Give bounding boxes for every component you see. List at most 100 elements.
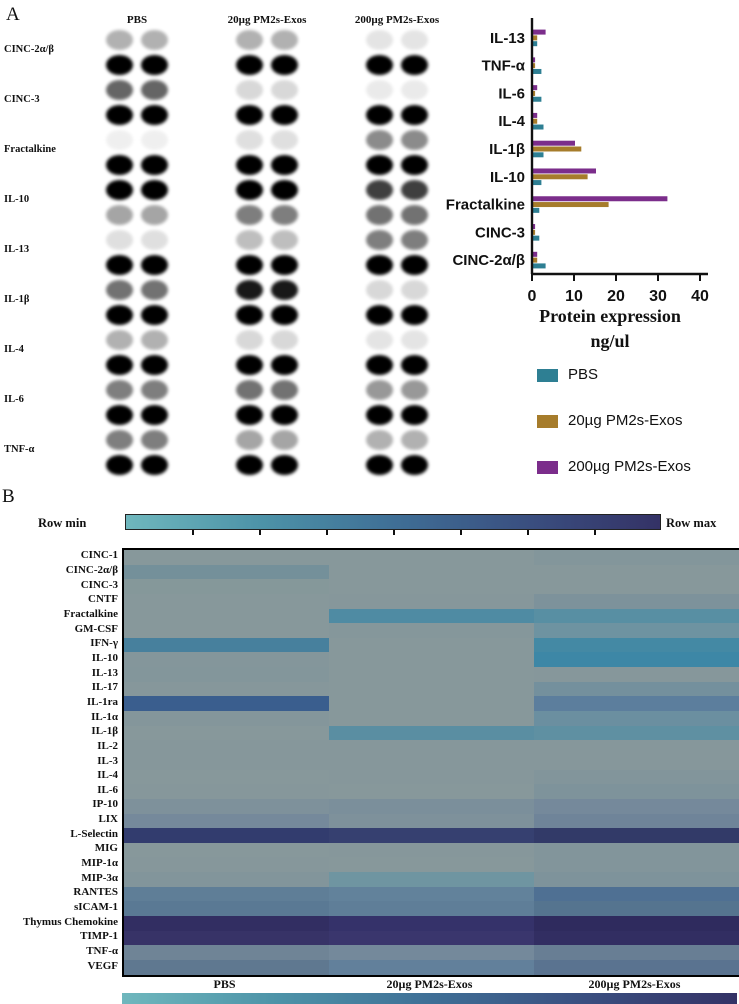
heatmap-cell [124,798,329,814]
blot-row-label: IL-13 [4,244,30,255]
blot-dot [106,230,133,250]
heatmap-cell [124,872,329,887]
bar [533,35,538,41]
blot-dot [236,55,263,75]
blot-dot [366,130,393,150]
blot-dot [106,305,133,325]
blot-dot [366,280,393,300]
blot-dot [271,455,298,475]
heatmap-row [124,564,739,580]
heatmap-cell [534,769,739,785]
heatmap-row [124,930,739,946]
blot-row-label: IL-1β [4,294,30,305]
blot-dot [236,305,263,325]
bar [533,96,542,102]
heatmap-cell [329,550,534,565]
blot-dot [141,455,168,475]
bar-chart: IL-13 TNF-α IL-6 IL-4 IL-1β IL-10 Fractalkine C… [440,12,735,312]
heatmap-row-label: Thymus Chemokine [22,915,118,928]
membrane-title: PBS [126,14,148,26]
heatmap-row-label: MIG [94,842,118,855]
heatmap-row-label: IL-3 [97,754,118,767]
scale-tick [527,530,529,535]
blot-dot [271,80,298,100]
heatmap-cell [534,754,739,770]
blot-dot [366,55,393,75]
blot-dot [401,180,428,200]
heatmap-cell [329,901,534,917]
heatmap-row-label: RANTES [73,886,118,899]
heatmap-cell [534,798,739,814]
bar [533,90,536,96]
category-label: Fractalkine [446,197,525,214]
heatmap-column-label: PBS [213,977,236,991]
blot-dot [271,30,298,50]
legend-swatch [537,461,558,474]
heatmap-cell [534,857,739,873]
blot-dot [141,255,168,275]
blot-row-label: IL-4 [4,344,24,355]
heatmap-cell [534,813,739,829]
blot-dot [271,55,298,75]
blot-dot [271,355,298,375]
heatmap-cell [124,623,329,638]
legend-label: 20µg PM2s-Exos [568,412,683,429]
heatmap-row [124,901,739,917]
blot-dot [271,230,298,250]
category-label: TNF-α [482,58,526,75]
heatmap-row [124,667,739,682]
heatmap-cell [329,579,534,594]
blot-dot [106,330,133,350]
heatmap-cell [329,828,534,843]
bar [533,202,609,208]
blot-dot [271,155,298,175]
blot-dot [106,180,133,200]
heatmap-cell [124,901,329,917]
blot-dot [271,380,298,400]
blot-dot [106,280,133,300]
blot-dot [141,105,168,125]
heatmap-cell [124,828,329,843]
blot-dot [236,105,263,125]
heatmap-cell [124,784,329,799]
bar [533,41,538,47]
heatmap-cell [329,681,534,697]
bar [533,251,538,257]
row-max-label: Row max [666,516,717,530]
membrane-title: 200µg PM2s-Exos [354,14,440,26]
blot-dot [401,305,428,325]
blot-dot [271,430,298,450]
heatmap-row [124,916,739,931]
blot-row-label: CINC-2α/β [4,44,54,55]
scale-tick [326,530,328,535]
heatmap-cell [329,798,534,814]
blot-dot [106,205,133,225]
heatmap-cell [124,667,329,682]
bar [533,196,668,202]
heatmap-row [124,593,739,609]
heatmap-row [124,798,739,814]
heatmap-cell [534,740,739,755]
blot-dot [236,30,263,50]
blot-dot [106,130,133,150]
heatmap-row [124,945,739,960]
blot-dot [141,280,168,300]
bar [533,180,542,186]
blot-dot [366,330,393,350]
bar [533,68,542,74]
blot-row-label: Fractalkine [4,144,56,155]
blot-dot [141,330,168,350]
heatmap-cell [124,579,329,594]
category-label: CINC-3 [475,224,525,241]
heatmap-row-label: sICAM-1 [74,901,118,914]
heatmap-cell [329,740,534,755]
heatmap-cell [534,945,739,960]
blot-dot [141,405,168,425]
heatmap-row-label: IL-1ra [86,695,118,708]
bar [533,29,546,35]
blot-dot [366,180,393,200]
blot-dot [236,155,263,175]
blot-dot [141,55,168,75]
bar [533,229,536,235]
